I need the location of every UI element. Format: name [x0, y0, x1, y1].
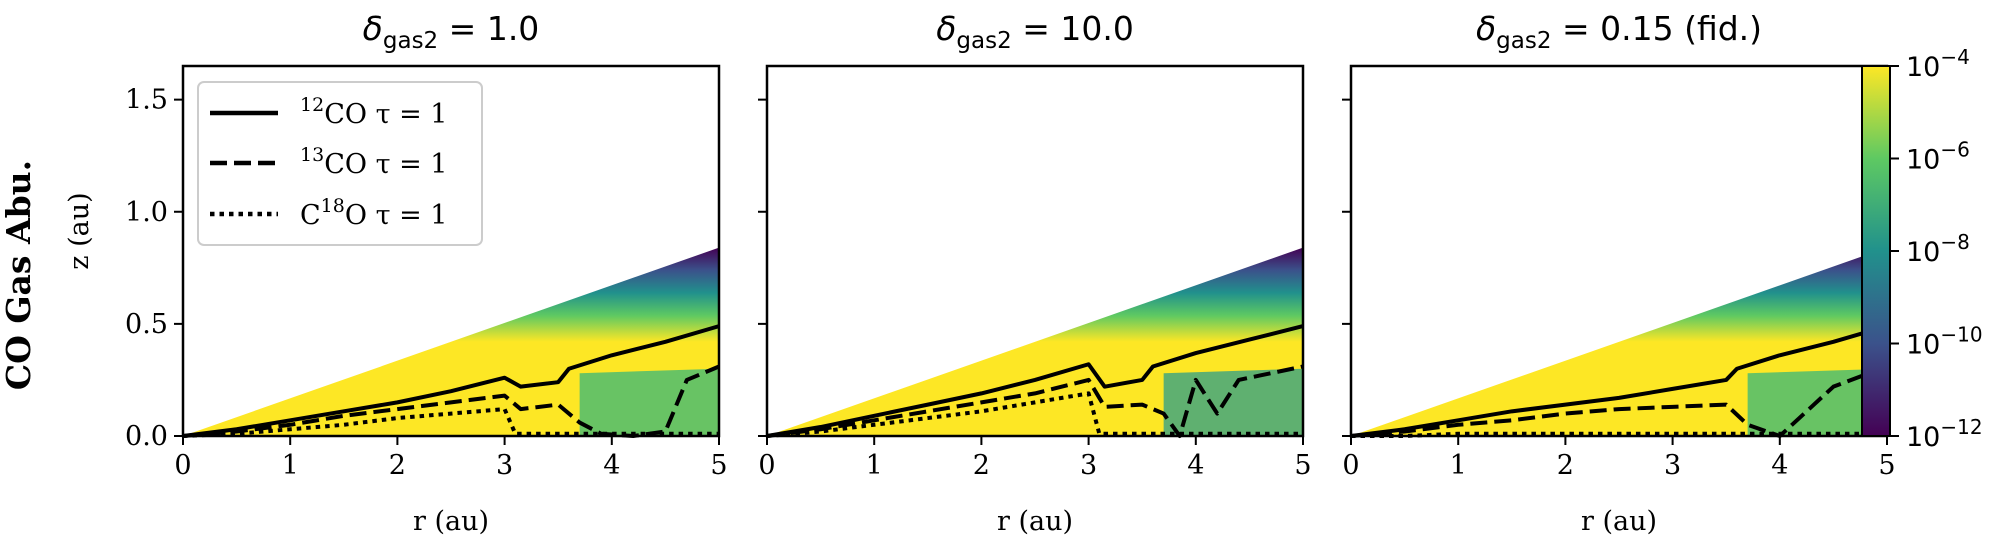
colorbar-tick-label: 10−8 [1906, 230, 1970, 268]
y-tick-label: 0.5 [125, 309, 168, 340]
series-line-12co [1350, 324, 1888, 438]
x-tick-label: 2 [389, 450, 406, 481]
series-line-c18o [1351, 431, 1887, 438]
x-axis-label: r (au) [413, 506, 489, 537]
series-line-13co [766, 364, 1304, 438]
panel-title: δgas2 = 10.0 [936, 9, 1134, 54]
x-tick-label: 0 [758, 450, 775, 481]
x-axis-label: r (au) [997, 506, 1073, 537]
x-tick-label: 3 [1664, 450, 1681, 481]
x-tick-label: 5 [1294, 450, 1311, 481]
row-label: CO Gas Abu. [0, 160, 38, 390]
series-line-c18o [766, 391, 1303, 438]
y-tick-label: 1.0 [125, 197, 168, 228]
axes-frame [181, 64, 721, 438]
axes-frame [765, 64, 1305, 438]
series-line-13co [1350, 364, 1888, 438]
colorbar-tick-label: 10−6 [1906, 138, 1970, 176]
y-axis-label: z (au) [64, 192, 95, 269]
x-tick-label: 5 [710, 450, 727, 481]
y-tick-label: 0.0 [125, 421, 168, 452]
legend-label-c18o: C18O τ = 1 [300, 195, 447, 231]
colorbar-tick-label: 10−12 [1906, 415, 1983, 453]
x-axis-label: r (au) [1581, 506, 1657, 537]
x-tick-label: 3 [496, 450, 513, 481]
colorbar: 10−4 10−6 10−8 10−10 10−12 [1861, 45, 1983, 453]
colorbar-tick-label: 10−4 [1906, 45, 1970, 83]
x-tick-label: 5 [1878, 450, 1895, 481]
legend-item-13co: 13CO τ = 1 [210, 144, 447, 180]
colorbar-tick-label: 10−10 [1906, 323, 1983, 361]
legend-item-c18o: C18O τ = 1 [210, 195, 447, 231]
legend-label-12co: 12CO τ = 1 [300, 94, 447, 130]
y-tick-label: 1.5 [125, 85, 168, 116]
panel-delta-1: δgas2 = 1.0 0 1 2 3 4 5 0.0 0.5 1.0 1.5 r (au) z (au… [64, 9, 728, 537]
x-tick-label: 0 [174, 450, 191, 481]
series-line-12co [766, 324, 1304, 438]
depleted-region [579, 368, 719, 436]
series-line-c18o [182, 407, 719, 438]
panel-delta-10: δgas2 = 10.0 0 1 2 3 4 5 r (au) [758, 9, 1312, 537]
series-line-13co [182, 364, 720, 438]
legend: 12CO τ = 1 13CO τ = 1 C18O τ = 1 [197, 81, 483, 246]
x-tick-label: 1 [282, 450, 299, 481]
panel-delta-fiducial: δgas2 = 0.15 (fid.) 0 1 2 3 4 5 r (au) [1342, 9, 1896, 537]
x-tick-label: 4 [1187, 450, 1204, 481]
panel-title: δgas2 = 0.15 (fid.) [1476, 9, 1762, 54]
legend-frame [197, 81, 483, 246]
x-tick-label: 0 [1342, 450, 1359, 481]
colorbar-scale [1861, 65, 1891, 437]
legend-label-13co: 13CO τ = 1 [300, 144, 447, 180]
legend-item-12co: 12CO τ = 1 [210, 94, 447, 130]
x-tick-label: 1 [1450, 450, 1467, 481]
x-tick-label: 4 [603, 450, 620, 481]
x-tick-label: 2 [973, 450, 990, 481]
x-tick-label: 2 [1557, 450, 1574, 481]
panel-title: δgas2 = 1.0 [363, 9, 540, 54]
series-line-12co [182, 324, 720, 438]
x-tick-label: 1 [866, 450, 883, 481]
x-tick-label: 4 [1771, 450, 1788, 481]
x-tick-label: 3 [1080, 450, 1097, 481]
